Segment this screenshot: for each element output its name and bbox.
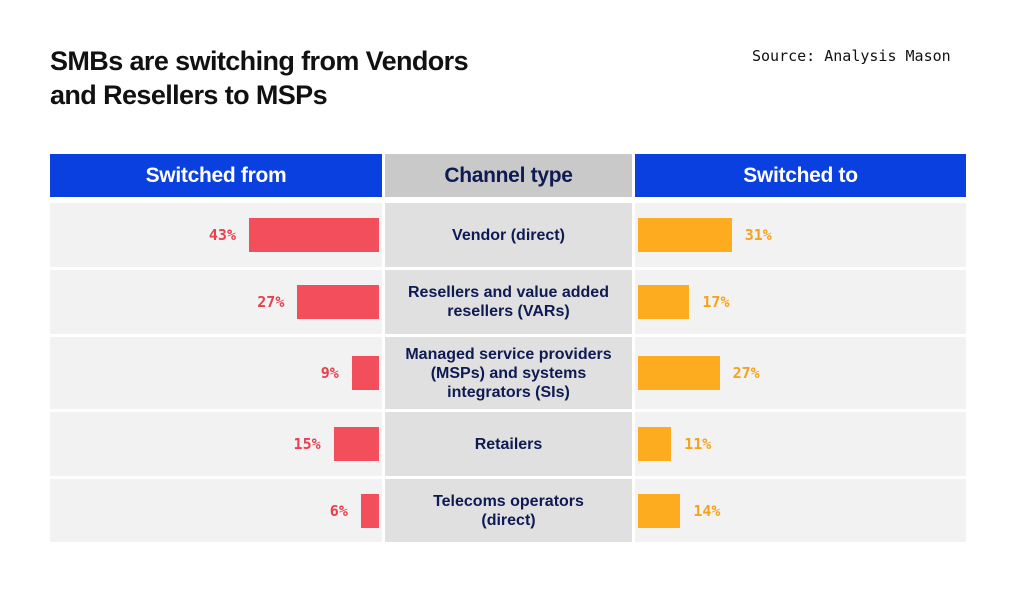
bar-switched-from: [351, 356, 379, 390]
row-to-cell: [635, 270, 966, 334]
header-switched-from: Switched from: [50, 154, 382, 197]
value-label-switched-from: 9%: [320, 364, 339, 382]
value-label-switched-to: 11%: [684, 435, 712, 453]
channel-type-cell: Retailers: [385, 412, 632, 476]
bar-switched-from: [360, 493, 379, 528]
bar-switched-from: [333, 427, 379, 461]
chart-title: SMBs are switching from Vendors and Rese…: [50, 44, 570, 112]
header-channel-type: Channel type: [385, 154, 632, 197]
chart-title-line-1: SMBs are switching from Vendors: [50, 46, 469, 76]
bar-switched-from: [249, 218, 379, 252]
channel-type-label: Telecoms operators (direct): [433, 492, 584, 530]
channel-type-label: Vendor (direct): [452, 226, 565, 245]
channel-type-label-line: Telecoms operators: [433, 492, 584, 510]
value-label-switched-to: 17%: [702, 293, 730, 311]
value-label-switched-from: 6%: [329, 501, 348, 520]
bar-switched-to: [638, 427, 672, 461]
row-from-cell: [50, 412, 382, 476]
bar-switched-to: [638, 285, 690, 319]
row-from-cell: [50, 479, 382, 542]
value-label-switched-from: 27%: [257, 293, 285, 311]
row-to-cell: [635, 412, 966, 476]
value-label-switched-to: 27%: [732, 364, 760, 382]
channel-type-label: Resellers and value added resellers (VARs…: [408, 283, 609, 321]
bar-switched-to: [638, 493, 681, 528]
bar-switched-from: [297, 285, 379, 319]
value-label-switched-from: 15%: [293, 435, 321, 453]
channel-type-cell: Vendor (direct): [385, 203, 632, 267]
value-label-switched-to: 14%: [693, 501, 721, 520]
value-label-switched-to: 31%: [744, 226, 772, 244]
channel-type-label-line: (MSPs) and systems: [430, 364, 587, 382]
channel-type-label-line: Retailers: [474, 435, 543, 453]
header-switched-to: Switched to: [635, 154, 966, 197]
channel-type-label-line: resellers (VARs): [447, 303, 570, 320]
row-from-cell: [50, 337, 382, 409]
channel-type-label-line: Managed service providers: [405, 345, 612, 363]
channel-type-label: Managed service providers (MSPs) and syst…: [405, 345, 611, 402]
channel-type-cell: Managed service providers (MSPs) and syst…: [385, 337, 632, 409]
channel-type-label-line: Vendor (direct): [452, 226, 565, 244]
channel-type-cell: Telecoms operators (direct): [385, 479, 632, 542]
value-label-switched-from: 43%: [208, 226, 236, 244]
bar-switched-to: [638, 356, 720, 390]
channel-type-label-line: (direct): [481, 511, 536, 529]
row-to-cell: [635, 479, 966, 542]
channel-type-cell: Resellers and value added resellers (VARs…: [385, 270, 632, 334]
source-note: Source: Analysis Mason: [752, 47, 951, 65]
channel-type-label-line: integrators (SIs): [447, 383, 570, 401]
channel-type-label-line: Resellers and value added: [408, 284, 609, 301]
chart-title-line-2: and Resellers to MSPs: [50, 80, 328, 110]
bar-switched-to: [638, 218, 732, 252]
channel-type-label: Retailers: [475, 435, 543, 454]
